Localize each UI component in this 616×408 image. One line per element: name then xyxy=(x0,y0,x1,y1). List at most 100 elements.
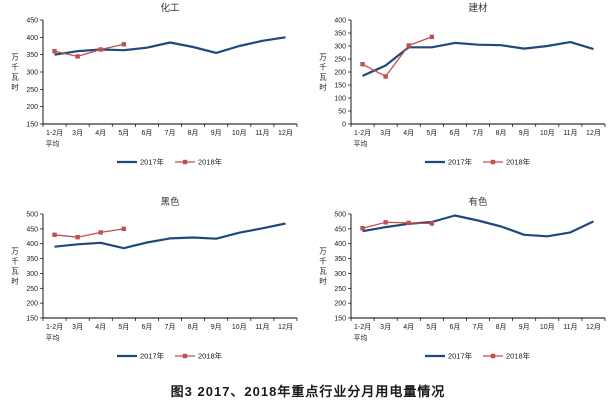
x-tick-label: 3月 xyxy=(380,129,391,137)
x-tick-label: 11月 xyxy=(563,323,577,331)
y-tick-label: 500 xyxy=(334,212,346,219)
x-tick-label: 11月 xyxy=(255,129,269,137)
chart-building-materials: 建材 0 50 100 150 200 250 300 350 400 1-2月 平均 3月 4月 5月 6月… xyxy=(308,0,616,194)
y-tick-label: 300 xyxy=(26,271,38,278)
y-tick-label: 250 xyxy=(26,286,38,293)
series-line-2017年 xyxy=(54,222,286,250)
series-marker xyxy=(121,42,127,47)
x-tick-label: 7月 xyxy=(473,323,484,331)
x-tick-label: 3月 xyxy=(72,129,83,137)
x-tick-label: 10月 xyxy=(232,323,247,331)
chart-title: 有色 xyxy=(468,196,488,208)
x-tick-label: 6月 xyxy=(141,323,152,331)
x-tick-label: 5月 xyxy=(118,323,129,331)
x-tick-label: 9月 xyxy=(519,323,530,331)
series-marker xyxy=(406,220,411,226)
legend-marker xyxy=(182,353,188,359)
x-tick-label: 平均 xyxy=(46,333,60,342)
x-tick-label: 6月 xyxy=(449,129,460,137)
x-tick-label: 12月 xyxy=(586,323,601,331)
figure-caption: 图3 2017、2018年重点行业分月用电量情况 xyxy=(170,384,446,399)
chart-chemical: 化工 150 200 250 300 350 400 450 1-2月 平均 3月 4月 5月 6月 7月 8… xyxy=(0,0,308,194)
y-tick-label: 350 xyxy=(26,256,38,263)
x-tick-label: 8月 xyxy=(188,129,199,137)
series-marker xyxy=(383,74,388,79)
series-marker xyxy=(429,221,435,226)
x-tick-label: 12月 xyxy=(278,323,293,331)
x-tick-label: 1-2月 xyxy=(46,129,63,137)
x-tick-label: 8月 xyxy=(496,129,507,137)
x-tick-label: 7月 xyxy=(165,323,176,331)
y-tick-label: 0 xyxy=(342,122,346,129)
series-marker xyxy=(360,226,365,231)
series-marker xyxy=(98,230,103,235)
x-tick-label: 4月 xyxy=(403,129,414,137)
series-marker xyxy=(406,43,411,48)
chart-ferrous: 黑色 150 200 250 300 350 400 450 500 1-2月 平均 3月 4月 5月 6月… xyxy=(0,194,308,378)
x-tick-label: 10月 xyxy=(540,129,555,137)
y-tick-label: 300 xyxy=(334,44,346,51)
y-tick-label: 150 xyxy=(26,122,38,129)
y-axis-unit-label: 瓦 xyxy=(11,267,19,276)
chart-grid: 化工 150 200 250 300 350 400 450 1-2月平均 3月 4月 5月 6月 7月 8… xyxy=(0,0,616,378)
y-tick-label: 500 xyxy=(26,212,38,219)
y-tick-label: 250 xyxy=(26,87,38,94)
y-tick-label: 100 xyxy=(334,96,346,103)
y-tick-label: 150 xyxy=(334,83,346,90)
legend-label: 2018年 xyxy=(198,157,223,167)
x-tick-label: 4月 xyxy=(403,323,414,331)
y-tick-label: 400 xyxy=(334,241,346,248)
legend-label: 2018年 xyxy=(506,157,531,167)
x-tick-label: 8月 xyxy=(188,323,199,331)
x-tick-label: 5月 xyxy=(118,129,129,137)
y-axis-unit-label: 时 xyxy=(319,82,327,92)
y-axis-unit-label: 时 xyxy=(11,276,19,286)
y-axis-unit-label: 万 xyxy=(319,247,327,256)
y-tick-label: 200 xyxy=(334,301,346,308)
y-tick-label: 400 xyxy=(334,18,346,25)
x-tick-label: 5月 xyxy=(426,129,437,137)
y-axis-unit-label: 瓦 xyxy=(319,73,327,82)
y-axis-unit-label: 万 xyxy=(319,53,327,62)
x-tick-label: 3月 xyxy=(380,323,391,331)
y-axis-unit-label: 千 xyxy=(11,62,19,72)
x-tick-label: 6月 xyxy=(449,323,460,331)
series-marker xyxy=(360,62,365,67)
legend-label: 2017年 xyxy=(140,351,165,361)
chart-title: 化工 xyxy=(160,2,180,14)
y-tick-label: 450 xyxy=(334,226,346,233)
y-axis-unit-label: 时 xyxy=(319,276,327,286)
y-tick-label: 150 xyxy=(26,316,38,323)
y-tick-label: 350 xyxy=(334,256,346,263)
series-line-2017年 xyxy=(362,40,594,77)
y-axis-unit-label: 千 xyxy=(319,62,327,72)
series-line-2018年 xyxy=(362,36,433,78)
series-line-2017年 xyxy=(362,214,594,238)
legend-marker xyxy=(490,159,496,165)
x-tick-label: 11月 xyxy=(563,129,577,137)
y-axis-unit-label: 瓦 xyxy=(11,73,19,82)
y-axis-unit-label: 万 xyxy=(11,247,19,256)
x-tick-label: 12月 xyxy=(278,129,293,137)
y-tick-label: 150 xyxy=(334,316,346,323)
y-axis-unit-label: 千 xyxy=(319,256,327,266)
x-tick-label: 10月 xyxy=(232,129,247,137)
chart-title: 建材 xyxy=(468,2,488,14)
series-marker xyxy=(121,226,127,232)
chart-nonferrous: 有色 150 200 250 300 350 400 450 500 1-2月 平均 3月 4月 5月 6月… xyxy=(308,194,616,378)
y-tick-label: 50 xyxy=(338,109,346,116)
series-marker xyxy=(429,34,435,40)
legend-label: 2017年 xyxy=(448,351,473,361)
y-axis-unit-label: 千 xyxy=(11,256,19,266)
x-tick-label: 10月 xyxy=(540,323,555,331)
x-tick-label: 平均 xyxy=(46,139,60,148)
y-tick-label: 250 xyxy=(334,57,346,64)
x-tick-label: 平均 xyxy=(354,333,368,342)
y-tick-label: 350 xyxy=(334,31,346,38)
x-tick-label: 1-2月 xyxy=(354,129,371,137)
legend-marker xyxy=(182,159,188,165)
x-tick-label: 12月 xyxy=(586,129,601,137)
